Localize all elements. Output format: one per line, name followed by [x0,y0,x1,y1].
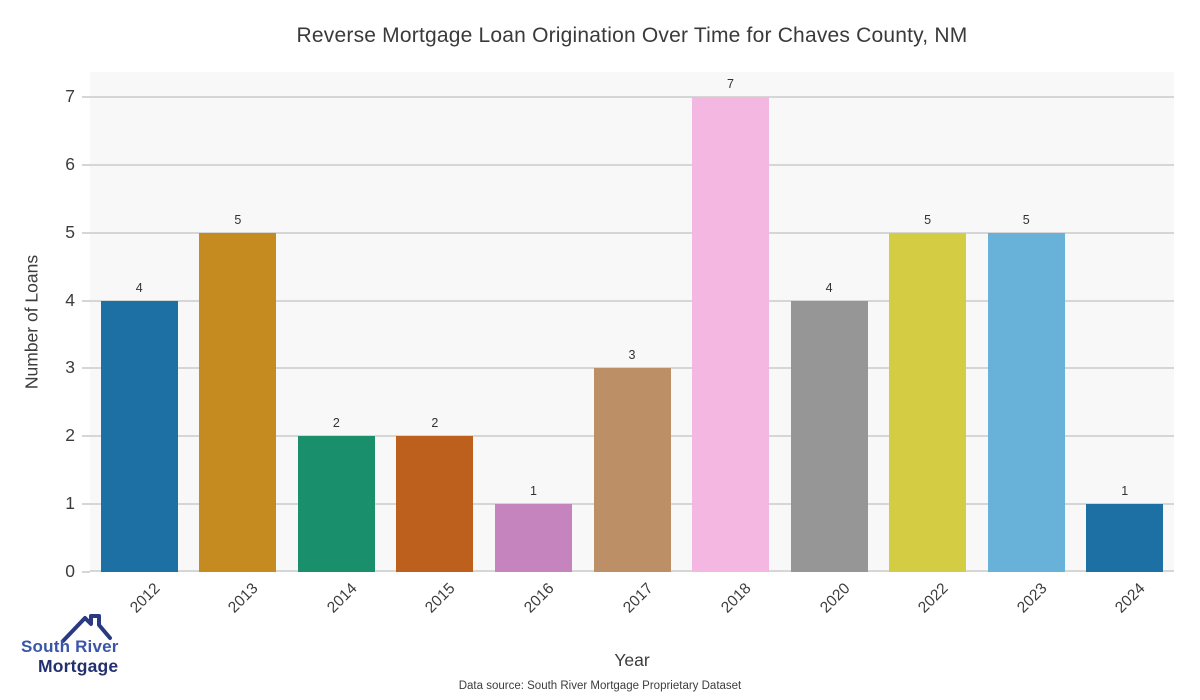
bar-value-label-2012: 4 [135,280,143,295]
bar-2024 [1086,504,1164,572]
x-tick-label-2020: 2020 [816,580,854,617]
y-tick-label: 1 [65,493,75,514]
bar-2017 [593,368,671,572]
bar-value-label-2017: 3 [628,348,636,363]
y-tick-mark [82,299,90,302]
y-tick-label: 2 [65,425,75,446]
y-tick-mark [82,96,90,99]
x-tick-label-2018: 2018 [718,580,755,617]
bar-value-label-2024: 1 [1121,484,1129,499]
logo-text-south-river: South River [21,637,119,656]
bar-value-label-2016: 1 [529,484,537,499]
bar-2015 [396,436,474,572]
gridline-y5 [90,231,1174,234]
x-tick-label-2016: 2016 [521,580,558,617]
bar-value-label-2013: 5 [234,212,242,227]
bar-value-label-2018: 7 [727,77,734,92]
bar-value-label-2015: 2 [431,416,439,431]
bar-value-label-2022: 5 [924,212,932,227]
bar-2012 [100,300,178,572]
data-source-note: Data source: South River Mortgage Propri… [458,680,742,692]
x-tick-label-2013: 2013 [225,580,262,617]
bar-2022 [889,232,967,572]
y-tick-mark [82,231,90,234]
plot-area: 4 5 2 2 1 3 7 4 5 5 1 [90,72,1174,572]
y-tick-mark [82,571,90,573]
bar-value-label-2014: 2 [332,416,340,431]
gridline-y7 [90,96,1174,99]
x-tick-label-2015: 2015 [422,580,459,617]
bar-value-label-2020: 4 [825,280,833,295]
south-river-mortgage-logo: South River Mortgage [14,610,136,694]
y-tick-label: 6 [65,153,75,174]
x-axis-title: Year [614,650,650,670]
x-tick-label-2023: 2023 [1013,580,1051,617]
x-tick-label-2017: 2017 [619,580,657,617]
y-tick-label: 0 [65,561,75,581]
bar-value-label-2023: 5 [1022,212,1030,227]
bar-2023 [987,232,1065,572]
x-tick-label-2014: 2014 [323,580,361,617]
y-tick-mark [82,367,90,370]
x-tick-label-2022: 2022 [915,580,952,617]
y-tick-mark [82,435,90,438]
bar-2020 [790,300,868,572]
gridline-y6 [90,163,1174,166]
bar-2014 [297,436,375,572]
y-tick-label: 3 [65,357,75,378]
house-roof-icon [61,614,112,643]
bar-2018 [692,97,770,572]
bar-2013 [199,232,277,572]
y-tick-mark [82,163,90,166]
y-tick-label: 5 [65,221,75,242]
y-tick-label: 4 [65,289,75,310]
logo-text-mortgage: Mortgage [38,656,119,676]
y-tick-mark [82,503,90,506]
gridline-y4 [90,299,1174,302]
x-tick-label-2024: 2024 [1112,580,1149,617]
y-tick-label: 7 [65,86,75,107]
bar-2016 [494,504,572,572]
chart-title: Reverse Mortgage Loan Origination Over T… [296,24,968,47]
